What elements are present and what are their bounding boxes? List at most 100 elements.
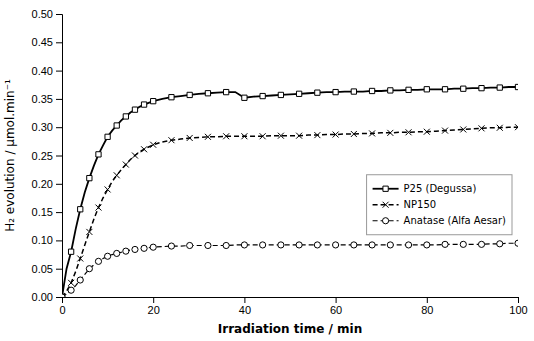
marker — [314, 132, 320, 138]
marker — [478, 241, 484, 247]
tick-mark — [56, 156, 62, 157]
legend-box — [367, 175, 512, 235]
line — [62, 127, 518, 297]
marker — [424, 242, 430, 248]
marker — [296, 133, 302, 139]
tick: 0.35 — [32, 93, 62, 105]
chart: 0204060801000.000.050.100.150.200.250.30… — [0, 0, 534, 341]
marker — [187, 92, 192, 97]
marker — [351, 131, 357, 137]
tick-mark — [56, 42, 62, 43]
marker — [168, 243, 174, 249]
marker — [68, 287, 74, 293]
tick: 100 — [509, 297, 527, 316]
legend: P25 (Degussa) NP150 Anatase (Alfa Aesar) — [367, 175, 512, 235]
marker — [296, 242, 302, 248]
tick-label: 0.35 — [32, 93, 53, 105]
marker — [62, 294, 65, 297]
marker — [62, 294, 65, 297]
marker — [497, 241, 503, 247]
marker — [388, 88, 393, 93]
marker — [123, 114, 128, 119]
marker — [333, 132, 339, 138]
tick-label: 0.20 — [32, 178, 53, 190]
y-axis-title: H₂ evolution / µmol.min⁻¹ — [3, 79, 17, 232]
tick-label: 0.05 — [32, 263, 53, 275]
marker — [86, 266, 92, 272]
series-area — [62, 84, 518, 297]
marker — [369, 242, 375, 248]
marker — [479, 86, 484, 91]
marker — [105, 253, 111, 259]
marker — [260, 133, 266, 139]
tick-mark — [56, 99, 62, 100]
tick: 0.10 — [32, 234, 62, 246]
tick: 0.25 — [32, 150, 62, 162]
marker — [132, 153, 138, 159]
marker — [187, 242, 193, 248]
tick: 20 — [148, 297, 160, 316]
marker — [314, 242, 320, 248]
line — [62, 243, 518, 297]
marker — [141, 245, 147, 251]
marker — [114, 250, 120, 256]
marker — [141, 102, 146, 107]
marker — [68, 280, 74, 286]
marker — [406, 87, 411, 92]
marker — [333, 89, 338, 94]
tick-mark — [56, 14, 62, 15]
marker — [169, 95, 174, 100]
marker — [78, 207, 83, 212]
tick-mark — [56, 297, 62, 298]
marker — [150, 142, 156, 148]
marker — [68, 249, 73, 254]
series — [62, 84, 518, 297]
marker — [351, 89, 356, 94]
marker — [151, 99, 156, 104]
marker — [515, 84, 518, 89]
legend-label: P25 (Degussa) — [404, 183, 477, 194]
marker — [87, 175, 92, 180]
tick-mark — [56, 269, 62, 270]
tick: 40 — [239, 297, 251, 316]
tick: 0 — [59, 297, 65, 316]
marker — [260, 242, 266, 248]
tick-mark — [56, 212, 62, 213]
tick-mark — [56, 184, 62, 185]
marker — [96, 152, 101, 157]
marker — [123, 248, 129, 254]
marker — [515, 240, 518, 246]
marker — [132, 107, 137, 112]
x-axis-title: Irradiation time / min — [218, 322, 362, 336]
axis-line — [63, 298, 519, 304]
y-axis: 0.000.050.100.150.200.250.300.350.400.45… — [32, 8, 63, 303]
tick-mark — [244, 297, 245, 303]
tick: 0.40 — [32, 65, 62, 77]
tick: 0.05 — [32, 263, 62, 275]
tick-label: 0.25 — [32, 150, 53, 162]
x-axis: 0 20 40 60 80 100 — [59, 297, 527, 316]
marker — [515, 124, 518, 130]
marker — [497, 85, 502, 90]
marker — [123, 162, 129, 168]
series — [62, 240, 518, 297]
marker — [442, 241, 448, 247]
marker — [479, 125, 485, 131]
marker — [369, 130, 375, 136]
tick: 80 — [421, 297, 433, 316]
legend-item: P25 (Degussa) — [373, 183, 477, 194]
tick-label: 0.10 — [32, 234, 53, 246]
series — [62, 124, 518, 297]
tick-mark — [56, 240, 62, 241]
marker — [406, 129, 412, 135]
legend-label: NP150 — [404, 199, 437, 210]
marker — [315, 90, 320, 95]
marker — [242, 95, 247, 100]
legend-item: Anatase (Alfa Aesar) — [373, 215, 507, 226]
tick-label: 40 — [239, 304, 251, 316]
marker — [132, 246, 138, 252]
marker — [351, 242, 357, 248]
tick: 60 — [330, 297, 342, 316]
marker — [105, 186, 111, 192]
tick-label: 0 — [59, 304, 65, 316]
